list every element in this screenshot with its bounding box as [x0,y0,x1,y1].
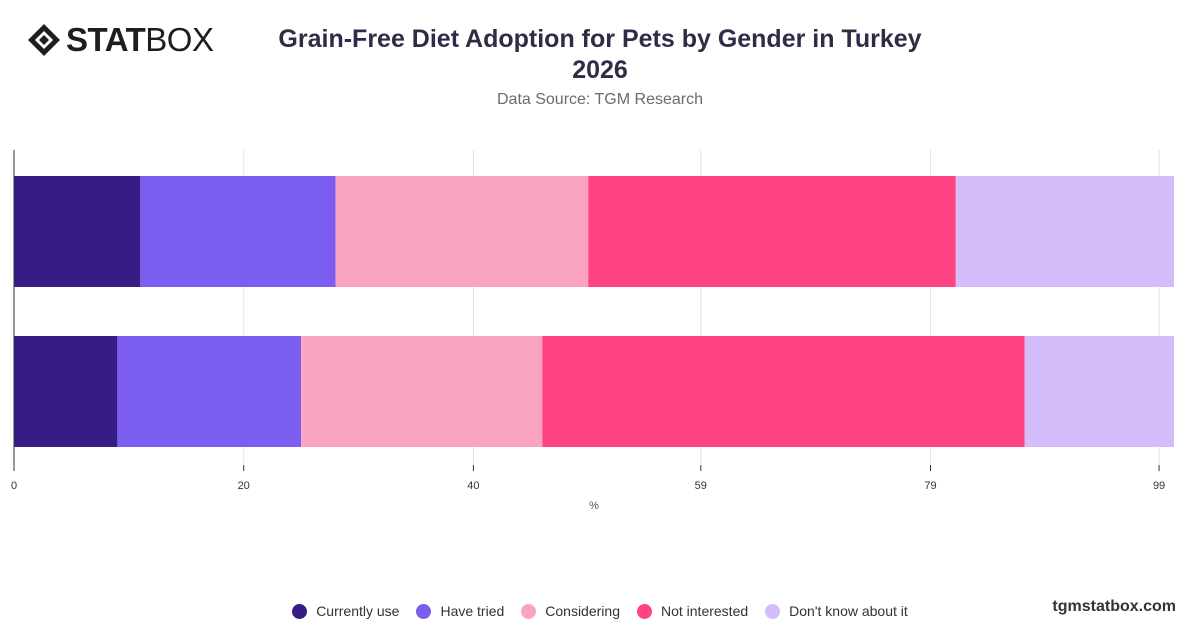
legend-item-currently-use[interactable]: Currently use [292,603,399,619]
chart-title-line-2: 2026 [572,56,628,84]
legend-label: Considering [545,603,620,619]
x-tick-label: 59 [695,480,707,492]
x-axis: 0 20 40 59 79 99% [11,150,1165,512]
x-axis-label: % [589,500,599,512]
bar-don-t-know-about-it[interactable] [1024,336,1174,447]
legend-dot-icon [765,603,781,619]
chart-title: Grain-Free Diet Adoption for Pets by Gen… [250,24,950,86]
brand-footer: tgmstatbox.com [1052,598,1176,615]
legend-dot-icon [636,603,652,619]
bar-not-interested[interactable] [542,336,1025,447]
bar-have-tried[interactable] [117,336,302,447]
bar-considering[interactable] [335,176,589,287]
legend-label: Have tried [440,603,505,619]
logo-text: STATBOX [66,21,214,58]
bar-not-interested[interactable] [588,176,956,287]
legend-dot-icon [416,603,432,619]
x-tick-label: 0 [11,480,17,492]
legend-dot-icon [292,603,308,619]
legend-label: Not interested [660,603,749,619]
legend-item-not-interested[interactable]: Not interested [636,603,749,619]
legend-label: Currently use [316,603,400,619]
bar-have-tried[interactable] [140,176,336,287]
diamond-logo-icon [28,24,60,56]
legend-item-considering[interactable]: Considering [521,603,620,619]
legend-label: Don't know about it [789,603,908,619]
statbox-logo: STATBOX [26,21,214,58]
x-tick-label: 79 [924,480,936,492]
bar-don-t-know-about-it[interactable] [955,176,1174,287]
x-tick-label: 20 [238,480,250,492]
bar-currently-use[interactable] [14,176,141,287]
logo-text-strong: STAT [66,21,146,58]
x-tick-label: 40 [467,480,479,492]
chart-legend: Currently use Have tried Considering Not in… [0,603,1200,619]
chart-title-line-1: Grain-Free Diet Adoption for Pets by Gen… [278,25,922,53]
bar-segments [14,176,1174,447]
bar-currently-use[interactable] [14,336,118,447]
legend-item-don-t-know-about-it[interactable]: Don't know about it [765,603,908,619]
legend-item-have-tried[interactable]: Have tried [416,603,504,619]
legend-dot-icon [521,603,537,619]
x-tick-label: 99 [1153,480,1165,492]
logo-text-light: BOX [145,21,214,58]
chart-subtitle: Data Source: TGM Research [496,91,703,108]
bar-considering[interactable] [301,336,543,447]
